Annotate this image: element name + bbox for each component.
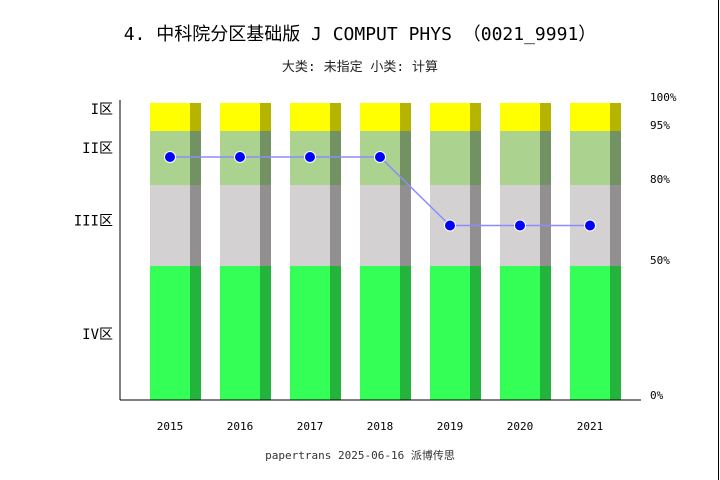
bar-segment: [500, 103, 540, 131]
bar-shadow: [330, 185, 341, 266]
bar-segment: [500, 131, 540, 185]
bar-segment: [290, 103, 330, 131]
bar-shadow: [400, 131, 411, 185]
bar-segment: [150, 103, 190, 131]
frame-line: [718, 0, 719, 480]
bar-shadow: [470, 131, 481, 185]
bar-shadow: [190, 185, 201, 266]
footer: papertrans 2025-06-16 派博传思: [265, 449, 455, 462]
bar-segment: [360, 103, 400, 131]
bar-shadow: [330, 131, 341, 185]
bar-segment: [430, 266, 470, 400]
x-tick-label: 2015: [157, 420, 184, 433]
bar-shadow: [260, 266, 271, 400]
zone-label: III区: [74, 214, 113, 230]
bar-shadow: [470, 266, 481, 400]
bar-segment: [570, 266, 610, 400]
x-tick-label: 2017: [297, 420, 324, 433]
bar-segment: [220, 103, 260, 131]
data-point: [584, 219, 596, 232]
data-point: [304, 151, 316, 163]
bar-shadow: [470, 103, 481, 131]
bar-shadow: [330, 266, 341, 400]
bar-segment: [290, 185, 330, 266]
bar-shadow: [190, 103, 201, 131]
bar-shadow: [400, 103, 411, 131]
right-tick-label: 95%: [650, 119, 670, 132]
bar-shadow: [610, 185, 621, 266]
bar-segment: [150, 185, 190, 266]
bar-shadow: [260, 103, 271, 131]
bar-shadow: [190, 131, 201, 185]
bar-segment: [360, 266, 400, 400]
bar-segment: [360, 185, 400, 266]
x-tick-label: 2018: [367, 420, 394, 433]
x-tick-label: 2019: [437, 420, 464, 433]
bar-segment: [220, 185, 260, 266]
bar-segment: [220, 266, 260, 400]
bar-segment: [570, 131, 610, 185]
chart-title: 4. 中科院分区基础版 J COMPUT PHYS （0021_9991）: [123, 24, 597, 45]
bar-segment: [430, 103, 470, 131]
data-point: [374, 151, 386, 163]
right-tick-label: 50%: [650, 254, 670, 267]
x-tick-label: 2016: [227, 420, 254, 433]
bar-shadow: [540, 103, 551, 131]
x-tick-label: 2020: [507, 420, 534, 433]
bar-shadow: [330, 103, 341, 131]
bar-shadow: [610, 103, 621, 131]
right-tick-label: 0%: [650, 389, 664, 402]
zone-label: I区: [91, 102, 113, 118]
zone-label: II区: [82, 141, 113, 157]
chart-subtitle: 大类: 未指定 小类: 计算: [281, 60, 439, 75]
data-point: [164, 151, 176, 163]
right-tick-label: 100%: [650, 91, 677, 104]
bar-shadow: [260, 131, 271, 185]
bar-shadow: [540, 131, 551, 185]
bar-segment: [500, 266, 540, 400]
bar-shadow: [260, 185, 271, 266]
right-tick-label: 80%: [650, 173, 670, 186]
x-tick-label: 2021: [577, 420, 604, 433]
data-point: [514, 219, 526, 232]
data-point: [234, 151, 246, 163]
zone-label: IV区: [82, 327, 113, 343]
bar-segment: [430, 131, 470, 185]
bar-shadow: [610, 266, 621, 400]
bar-shadow: [400, 266, 411, 400]
data-point: [444, 219, 456, 232]
bar-segment: [290, 266, 330, 400]
bar-segment: [150, 266, 190, 400]
bar-shadow: [190, 266, 201, 400]
bar-segment: [570, 103, 610, 131]
bar-shadow: [540, 266, 551, 400]
bar-shadow: [610, 131, 621, 185]
bar-shadow: [400, 185, 411, 266]
